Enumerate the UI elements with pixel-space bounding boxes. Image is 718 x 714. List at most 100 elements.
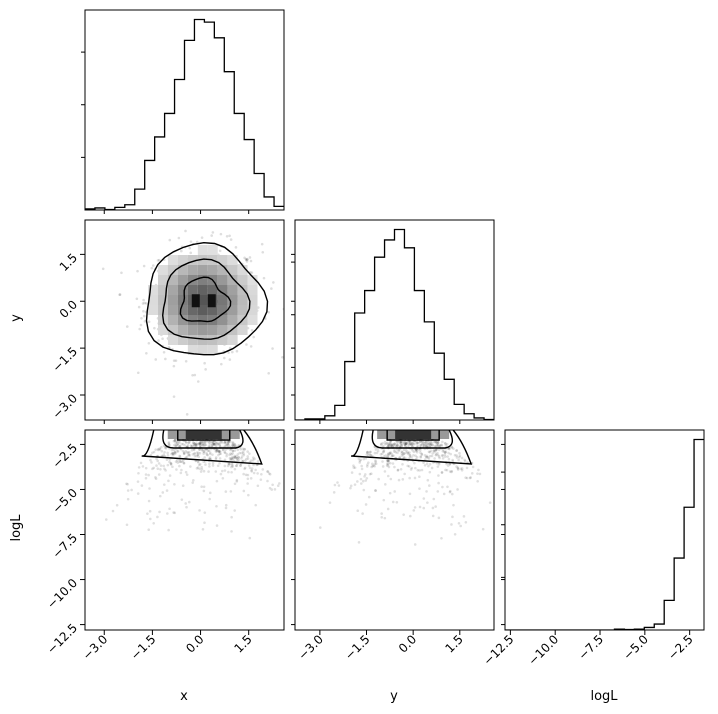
scatter-point — [224, 490, 228, 493]
scatter-point — [428, 484, 431, 487]
scatter-point — [230, 470, 233, 474]
scatter-point — [424, 441, 427, 445]
scatter-point — [228, 234, 231, 238]
scatter-point — [216, 442, 220, 445]
scatter-point — [215, 524, 219, 527]
scatter-point — [436, 490, 440, 493]
scatter-point — [173, 439, 177, 442]
scatter-point — [271, 347, 274, 350]
scatter-point — [386, 445, 390, 448]
density-cell — [187, 265, 198, 275]
scatter-point — [403, 443, 407, 447]
scatter-point — [406, 445, 410, 448]
density-cell — [158, 285, 168, 295]
scatter-point — [198, 442, 201, 446]
scatter-point — [438, 443, 442, 447]
density-cell — [247, 275, 258, 285]
density-cell — [237, 295, 248, 305]
scatter-point — [196, 453, 199, 457]
scatter-point — [434, 448, 438, 452]
scatter-point — [235, 480, 239, 483]
scatter-point — [382, 450, 386, 453]
scatter-point — [481, 527, 485, 531]
scatter-point — [195, 442, 198, 446]
scatter-point — [176, 461, 180, 464]
scatter-point — [167, 441, 171, 444]
scatter-point — [270, 488, 274, 491]
scatter-point — [459, 524, 462, 528]
scatter-point — [262, 276, 266, 280]
scatter-point — [429, 444, 432, 447]
scatter-point — [213, 442, 216, 446]
scatter-point — [147, 341, 151, 345]
scatter-point — [136, 492, 140, 495]
scatter-point — [233, 442, 236, 446]
scatter-point — [421, 442, 424, 446]
scatter-point — [406, 451, 410, 455]
scatter-point — [182, 451, 186, 454]
scatter-point — [444, 450, 448, 454]
scatter-point — [393, 448, 396, 452]
scatter-point — [267, 371, 271, 375]
scatter-point — [203, 521, 206, 525]
scatter-point — [215, 449, 219, 453]
scatter-point — [193, 452, 196, 456]
scatter-point — [422, 497, 426, 500]
scatter-point — [234, 444, 237, 448]
scatter-point — [408, 451, 411, 454]
scatter-point — [387, 443, 390, 447]
scatter-point — [159, 467, 162, 471]
scatter-point — [336, 481, 339, 484]
scatter-point — [246, 477, 250, 481]
scatter-point — [443, 441, 447, 445]
scatter-point — [195, 240, 199, 244]
scatter-point — [179, 471, 183, 475]
scatter-point — [218, 249, 222, 253]
scatter-point — [414, 454, 417, 458]
scatter-point — [373, 451, 377, 455]
scatter-point — [413, 442, 416, 446]
scatter-point — [318, 526, 322, 529]
scatter-point — [337, 484, 341, 487]
scatter-point — [404, 442, 408, 446]
scatter-point — [374, 462, 378, 466]
scatter-point — [184, 359, 188, 363]
scatter-point — [365, 453, 369, 456]
density-peak — [395, 430, 432, 439]
tick-label-logL: −7.5 — [50, 531, 81, 562]
scatter-point — [166, 454, 170, 457]
scatter-point — [219, 452, 222, 456]
scatter-point — [238, 451, 241, 455]
scatter-point — [237, 458, 241, 462]
scatter-point — [207, 444, 211, 448]
scatter-point — [390, 444, 393, 447]
scatter-point — [266, 470, 269, 473]
scatter-point — [157, 448, 160, 452]
scatter-point — [450, 469, 454, 473]
scatter-point — [236, 453, 240, 456]
scatter-point — [175, 440, 179, 443]
scatter-point — [163, 446, 167, 449]
scatter-point — [366, 454, 370, 457]
scatter-point — [219, 232, 223, 236]
density-cell — [227, 275, 238, 285]
density-cell — [187, 275, 198, 285]
scatter-point — [207, 457, 211, 461]
scatter-point — [256, 472, 259, 475]
density-cell — [247, 305, 258, 315]
scatter-point — [390, 454, 394, 458]
scatter-point — [408, 454, 412, 457]
scatter-point — [411, 449, 414, 452]
scatter-point — [225, 234, 229, 238]
scatter-point — [230, 464, 234, 467]
scatter-point — [419, 455, 423, 458]
scatter-point — [445, 468, 449, 472]
logL-axis-label-left: logL — [9, 514, 24, 542]
scatter-point — [396, 451, 399, 455]
scatter-point — [101, 267, 105, 271]
scatter-point — [169, 463, 173, 466]
scatter-point — [236, 462, 239, 466]
density-cell — [197, 255, 208, 265]
scatter-point — [422, 461, 425, 465]
scatter-point — [358, 461, 362, 464]
